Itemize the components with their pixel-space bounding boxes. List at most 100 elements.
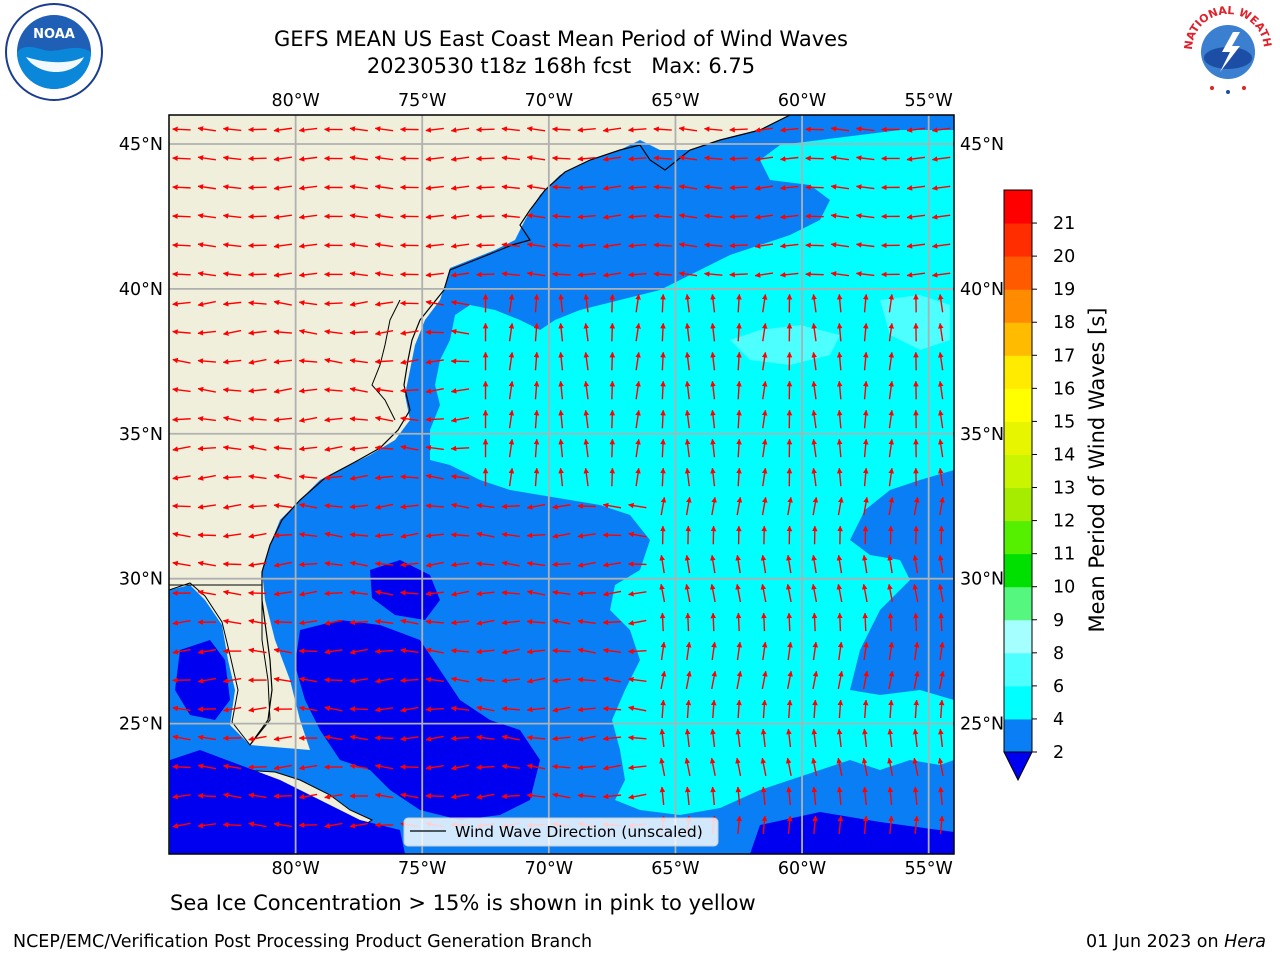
wave-direction-arrow bbox=[609, 293, 616, 313]
wave-direction-arrow bbox=[888, 815, 894, 835]
wave-direction-arrow bbox=[425, 706, 444, 713]
wave-direction-arrow bbox=[222, 329, 242, 336]
wave-direction-arrow bbox=[450, 764, 470, 771]
wave-direction-arrow bbox=[811, 351, 817, 371]
wave-direction-arrow bbox=[887, 757, 894, 777]
wave-direction-arrow bbox=[526, 213, 546, 219]
wave-direction-arrow bbox=[197, 504, 216, 510]
wave-direction-arrow bbox=[222, 822, 242, 828]
wave-direction-arrow bbox=[855, 213, 875, 219]
wave-direction-arrow bbox=[861, 757, 868, 777]
wave-direction-arrow bbox=[660, 670, 667, 690]
wave-direction-arrow bbox=[938, 728, 944, 748]
wave-direction-arrow bbox=[703, 126, 723, 132]
wave-direction-arrow bbox=[298, 619, 318, 626]
wave-direction-arrow bbox=[736, 351, 742, 371]
wave-direction-arrow bbox=[298, 328, 318, 335]
wave-direction-arrow bbox=[374, 589, 394, 596]
wave-direction-arrow bbox=[248, 416, 267, 422]
wave-direction-arrow bbox=[913, 699, 920, 719]
wave-direction-arrow bbox=[450, 243, 470, 249]
wave-direction-arrow bbox=[324, 590, 343, 597]
wave-direction-arrow bbox=[508, 351, 515, 371]
wave-direction-arrow bbox=[501, 763, 520, 770]
wave-direction-arrow bbox=[273, 676, 292, 683]
wave-direction-arrow bbox=[501, 213, 520, 219]
wave-direction-arrow bbox=[627, 155, 647, 162]
wave-direction-arrow bbox=[811, 438, 817, 458]
colorbar-segment bbox=[1004, 421, 1032, 455]
wave-direction-arrow bbox=[760, 757, 767, 777]
wave-direction-arrow bbox=[583, 438, 590, 458]
wave-direction-arrow bbox=[779, 127, 799, 133]
wave-direction-arrow bbox=[888, 467, 895, 487]
wave-direction-arrow bbox=[551, 184, 571, 191]
wave-direction-arrow bbox=[526, 242, 546, 248]
wave-direction-arrow bbox=[298, 358, 318, 364]
wave-direction-arrow bbox=[659, 612, 666, 632]
wave-direction-arrow bbox=[685, 670, 692, 690]
wave-direction-arrow bbox=[659, 757, 666, 777]
wave-direction-arrow bbox=[349, 386, 368, 393]
wave-direction-arrow bbox=[887, 786, 894, 806]
wave-direction-arrow bbox=[508, 322, 515, 342]
wave-direction-arrow bbox=[602, 705, 622, 712]
wave-direction-arrow bbox=[760, 728, 767, 748]
wave-direction-arrow bbox=[552, 504, 571, 510]
wave-direction-arrow bbox=[710, 554, 716, 574]
wave-direction-arrow bbox=[736, 293, 742, 313]
noaa-logo-icon: NOAA bbox=[5, 3, 103, 101]
wave-direction-arrow bbox=[273, 647, 292, 654]
wave-direction-arrow bbox=[785, 583, 792, 603]
wave-direction-arrow bbox=[248, 444, 267, 451]
lon-tick-label-top: 55°W bbox=[905, 91, 953, 111]
wave-direction-arrow bbox=[855, 242, 875, 248]
wave-direction-arrow bbox=[400, 444, 419, 451]
wave-direction-arrow bbox=[349, 503, 368, 510]
colorbar-segment bbox=[1004, 718, 1032, 753]
lon-tick-label-bottom: 65°W bbox=[651, 859, 699, 879]
wave-direction-arrow bbox=[222, 126, 242, 132]
wave-direction-arrow bbox=[736, 815, 742, 835]
wave-direction-arrow bbox=[349, 474, 368, 481]
wave-direction-arrow bbox=[425, 156, 444, 162]
wave-direction-arrow bbox=[855, 155, 875, 161]
wave-direction-arrow bbox=[172, 648, 191, 655]
wave-direction-arrow bbox=[931, 243, 951, 249]
wave-direction-arrow bbox=[577, 156, 596, 162]
wave-direction-arrow bbox=[602, 793, 622, 800]
wave-direction-arrow bbox=[577, 590, 596, 597]
colorbar-tick-label: 6 bbox=[1053, 677, 1064, 697]
wave-direction-arrow bbox=[861, 583, 868, 603]
lat-tick-label-right: 40°N bbox=[960, 280, 1004, 300]
wave-direction-arrow bbox=[729, 184, 748, 191]
wave-direction-arrow bbox=[660, 322, 666, 342]
wave-direction-arrow bbox=[248, 821, 267, 828]
wave-direction-arrow bbox=[374, 706, 394, 713]
wave-direction-arrow bbox=[602, 647, 622, 654]
wave-direction-arrow bbox=[374, 503, 394, 510]
wave-direction-arrow bbox=[400, 618, 419, 625]
wave-direction-arrow bbox=[400, 561, 419, 568]
wave-direction-arrow bbox=[197, 358, 217, 364]
wave-direction-arrow bbox=[425, 532, 444, 539]
wave-direction-arrow bbox=[609, 322, 616, 342]
wave-direction-arrow bbox=[222, 242, 242, 248]
wave-direction-arrow bbox=[659, 554, 665, 574]
wave-direction-arrow bbox=[627, 734, 647, 741]
wave-direction-arrow bbox=[685, 641, 692, 661]
wave-direction-arrow bbox=[526, 763, 546, 770]
wave-direction-arrow bbox=[475, 271, 495, 278]
wave-direction-arrow bbox=[836, 554, 843, 574]
wave-direction-arrow bbox=[685, 496, 692, 516]
sea-ice-note: Sea Ice Concentration > 15% is shown in … bbox=[170, 891, 756, 915]
wave-direction-arrow bbox=[450, 299, 470, 306]
wave-direction-arrow bbox=[425, 735, 444, 742]
wave-direction-arrow bbox=[298, 648, 318, 654]
wave-direction-arrow bbox=[425, 473, 444, 480]
wave-direction-arrow bbox=[526, 734, 546, 741]
wave-direction-arrow bbox=[710, 409, 716, 429]
wave-direction-arrow bbox=[754, 185, 774, 191]
wave-direction-arrow bbox=[736, 409, 742, 429]
wave-direction-arrow bbox=[653, 126, 672, 133]
